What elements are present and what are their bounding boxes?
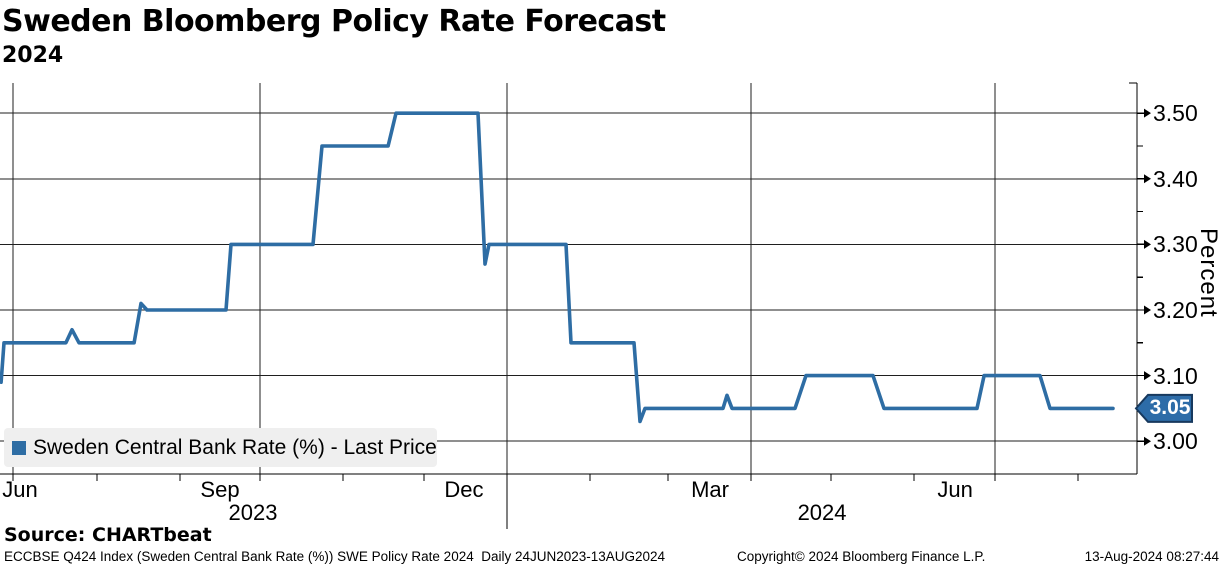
y-tick-arrow-icon [1144, 108, 1151, 118]
y-tick-arrow-icon [1144, 239, 1151, 249]
last-price-label: 3.05 [1149, 396, 1191, 420]
legend-item[interactable]: Sweden Central Bank Rate (%) - Last Pric… [4, 428, 437, 467]
page-subtitle: 2024 [2, 43, 64, 68]
source-label: Source: CHARTbeat [4, 524, 212, 546]
footer-copyright: Copyright© 2024 Bloomberg Finance L.P. [737, 549, 986, 564]
y-tick-arrow-icon [1144, 371, 1151, 381]
axes [0, 82, 1145, 481]
y-axis-title: Percent [1195, 228, 1222, 318]
price-line [0, 111, 1115, 424]
legend-label: Sweden Central Bank Rate (%) - Last Pric… [33, 435, 437, 459]
y-tick-arrow-icon [1144, 436, 1151, 446]
legend-marker-icon [12, 440, 26, 455]
footer-description: ECCBSE Q424 Index (Sweden Central Bank R… [4, 549, 666, 564]
page-title: Sweden Bloomberg Policy Rate Forecast [2, 4, 666, 39]
last-price-tag [1134, 393, 1193, 423]
y-tick-arrow-icon [1144, 305, 1151, 315]
y-tick-arrow-icon [1144, 174, 1151, 184]
footer-timestamp: 13-Aug-2024 08:27:44 [1084, 549, 1219, 564]
